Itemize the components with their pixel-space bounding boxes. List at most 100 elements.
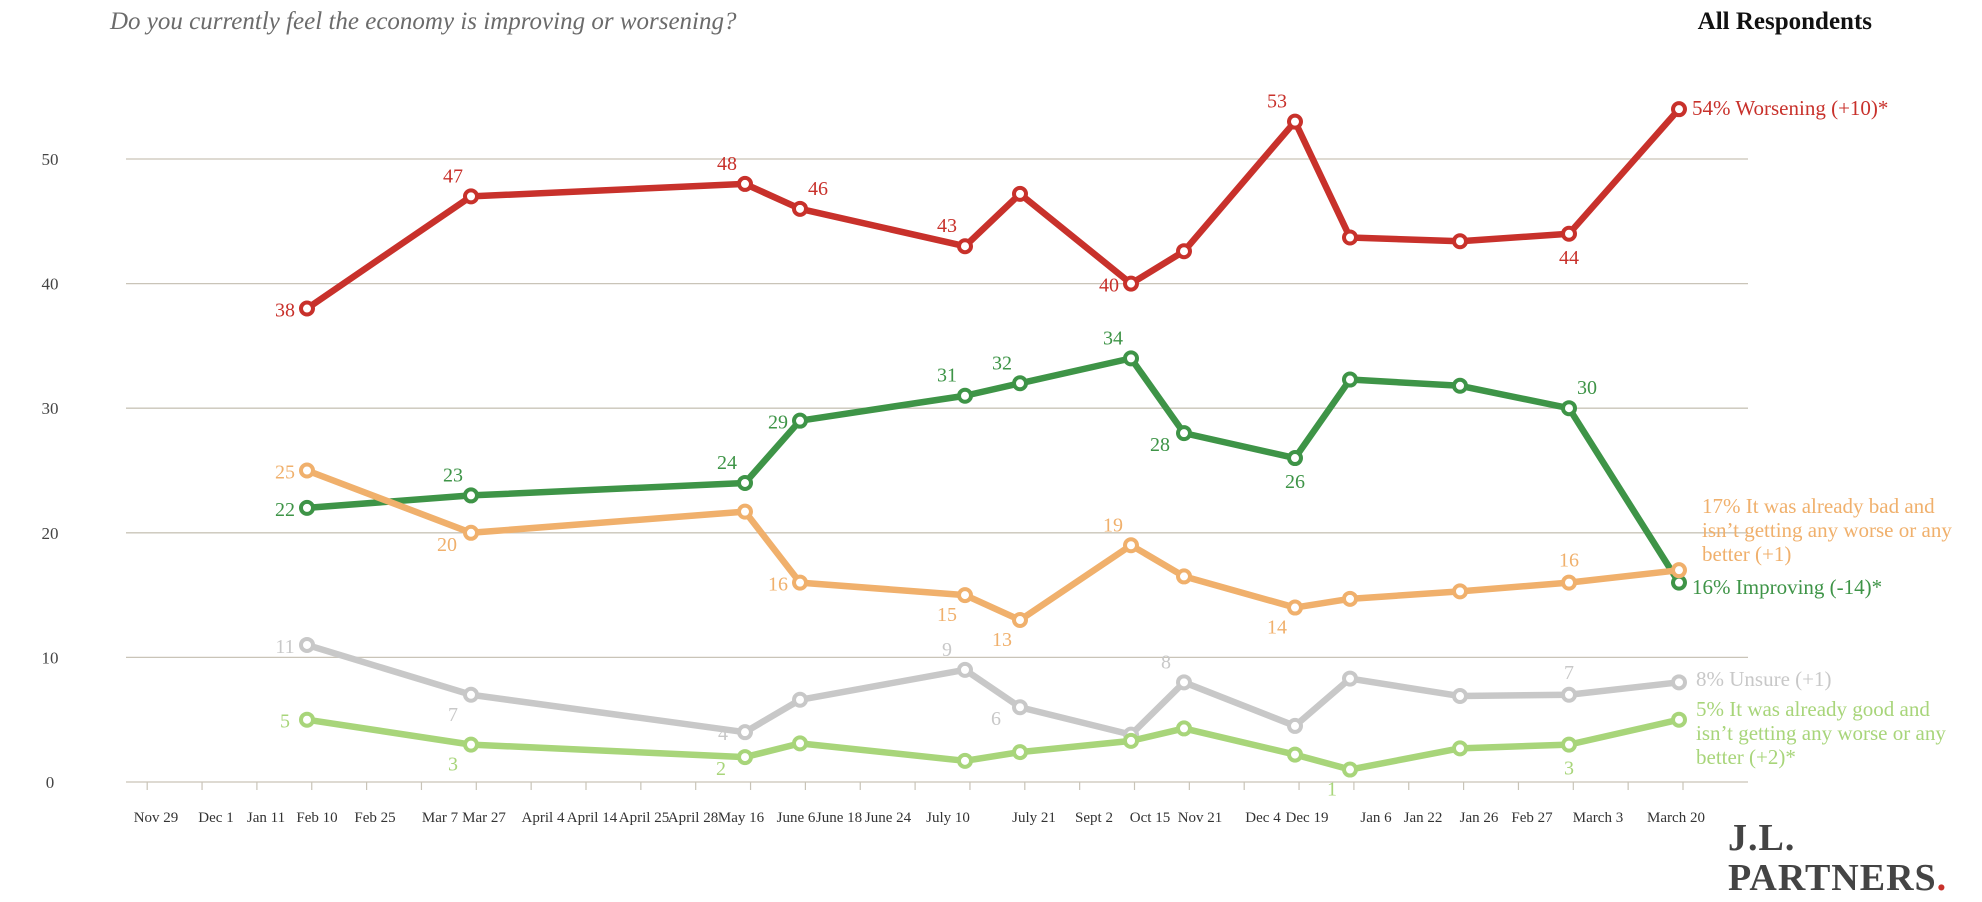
data-point (299, 711, 315, 728)
data-point (1561, 225, 1577, 242)
data-label: 34 (1103, 327, 1123, 349)
data-point (737, 175, 753, 192)
data-label: 16 (768, 574, 788, 596)
data-point (1342, 670, 1358, 687)
data-point (1176, 674, 1192, 691)
data-point (1123, 732, 1139, 749)
x-tick-label: Oct 15 (1130, 810, 1170, 826)
x-tick-label: April 25 (619, 810, 669, 826)
end-label-unsure: 8% Unsure (+1) (1696, 667, 1832, 691)
data-point (792, 200, 808, 217)
data-point (463, 686, 479, 703)
data-label: 7 (1564, 662, 1574, 684)
data-labels: 3847484643405344222324293132342826302520… (275, 91, 1597, 801)
data-point (1452, 740, 1468, 757)
data-label: 20 (437, 534, 457, 556)
data-label: 53 (1267, 91, 1287, 113)
x-tick-label: Dec 19 (1286, 810, 1329, 826)
series-4 (299, 711, 1687, 778)
data-label: 43 (937, 215, 957, 237)
x-tick-label: Nov 21 (1178, 810, 1223, 826)
data-label: 46 (808, 178, 828, 200)
data-point (1176, 568, 1192, 585)
data-label: 3 (448, 754, 458, 776)
x-tick-label: March 20 (1647, 810, 1705, 826)
data-point (1671, 101, 1687, 118)
data-label: 8 (1161, 651, 1171, 673)
data-point (1671, 574, 1687, 591)
y-tick-label: 50 (42, 150, 59, 169)
data-label: 5 (280, 711, 290, 733)
y-tick-label: 30 (42, 399, 59, 418)
data-point (299, 499, 315, 516)
data-label: 30 (1577, 377, 1597, 399)
data-point (792, 412, 808, 429)
data-point (737, 503, 753, 520)
data-point (299, 636, 315, 653)
data-point (737, 724, 753, 741)
x-tick-label: July 10 (926, 810, 970, 826)
data-label: 29 (768, 412, 788, 434)
data-point (1123, 537, 1139, 554)
data-point (463, 736, 479, 753)
data-label: 40 (1099, 275, 1119, 297)
x-tick-label: July 21 (1012, 810, 1056, 826)
data-label: 26 (1285, 471, 1305, 493)
end-label-improving: 16% Improving (-14)* (1692, 575, 1883, 599)
x-tick-label: Dec 1 (198, 810, 233, 826)
data-label: 28 (1150, 434, 1170, 456)
data-label: 22 (275, 499, 295, 521)
data-point (1671, 562, 1687, 579)
x-tick-label: May 16 (718, 810, 765, 826)
data-point (463, 487, 479, 504)
x-tick-label: Feb 25 (354, 810, 395, 826)
data-point (1452, 233, 1468, 250)
logo-text: PARTNERS (1728, 857, 1937, 899)
chart-title: Do you currently feel the economy is imp… (110, 8, 737, 35)
x-tick-label: Feb 10 (296, 810, 337, 826)
data-point (957, 387, 973, 404)
data-point (737, 474, 753, 491)
end-label-already-bad: 17% It was already bad and isn’t getting… (1702, 494, 1952, 566)
data-label: 24 (717, 452, 737, 474)
data-point (957, 752, 973, 769)
y-tick-label: 20 (42, 524, 59, 543)
data-point (1012, 699, 1028, 716)
data-point (1123, 350, 1139, 367)
data-point (463, 188, 479, 205)
gridlines (126, 158, 1748, 790)
x-tick-label: Mar 7 (422, 810, 459, 826)
data-label: 11 (275, 636, 294, 658)
data-label: 4 (718, 723, 728, 745)
x-tick-label: Jan 11 (247, 810, 285, 826)
chart-subtitle: All Respondents (1697, 8, 1872, 35)
data-point (1342, 761, 1358, 778)
data-point (1342, 371, 1358, 388)
data-point (1176, 720, 1192, 737)
data-label: 2 (716, 758, 726, 780)
data-label: 44 (1559, 247, 1579, 269)
y-axis-labels: 0 10 20 30 40 50 (42, 150, 59, 792)
series-0 (299, 101, 1687, 317)
data-point (1123, 275, 1139, 292)
data-point (1012, 612, 1028, 629)
x-tick-label: April 4 (522, 810, 565, 826)
x-tick-label: Jan 22 (1404, 810, 1443, 826)
data-label: 16 (1559, 550, 1579, 572)
data-label: 23 (443, 464, 463, 486)
logo-dot: . (1936, 857, 1948, 899)
data-point (1287, 717, 1303, 734)
data-label: 32 (992, 352, 1012, 374)
data-point (1342, 590, 1358, 607)
series-lines (299, 101, 1687, 778)
end-label-worsening: 54% Worsening (+10)* (1692, 96, 1889, 120)
data-point (299, 462, 315, 479)
data-point (792, 691, 808, 708)
data-label: 7 (448, 704, 458, 726)
x-tick-label: Dec 4 (1245, 810, 1281, 826)
data-point (1671, 674, 1687, 691)
data-point (1452, 583, 1468, 600)
x-tick-label: June 18 (816, 810, 862, 826)
data-label: 38 (275, 300, 295, 322)
jl-partners-logo: J.L. PARTNERS. (1728, 818, 1947, 898)
